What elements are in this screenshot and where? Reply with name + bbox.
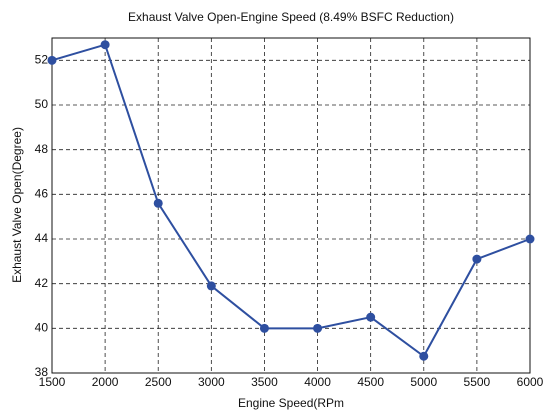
y-tick-label: 42 bbox=[35, 276, 49, 290]
y-tick-label: 52 bbox=[35, 53, 49, 67]
x-axis-label: Engine Speed(RPm bbox=[238, 396, 344, 410]
y-tick-label: 38 bbox=[35, 365, 49, 379]
data-point bbox=[366, 312, 376, 322]
x-tick-label: 2500 bbox=[145, 375, 172, 389]
y-tick-label: 48 bbox=[35, 142, 49, 156]
x-tick-label: 4500 bbox=[357, 375, 384, 389]
y-tick-label: 46 bbox=[35, 187, 49, 201]
x-tick-label: 5000 bbox=[410, 375, 437, 389]
x-tick-label: 2000 bbox=[92, 375, 119, 389]
x-tick-label: 6000 bbox=[517, 375, 544, 389]
data-point bbox=[100, 40, 110, 50]
data-point bbox=[206, 281, 216, 291]
x-tick-label: 3000 bbox=[198, 375, 225, 389]
y-tick-label: 50 bbox=[35, 97, 49, 111]
x-tick-label: 3500 bbox=[251, 375, 278, 389]
data-point bbox=[47, 55, 57, 65]
plot-frame bbox=[51, 37, 531, 374]
data-point bbox=[153, 198, 163, 208]
x-tick-label: 1500 bbox=[39, 375, 66, 389]
x-tick-label: 4000 bbox=[304, 375, 331, 389]
data-point bbox=[472, 254, 482, 264]
y-axis-label: Exhaust Valve Open(Degree) bbox=[10, 127, 24, 283]
y-tick-label: 40 bbox=[35, 321, 49, 335]
data-point bbox=[419, 351, 429, 361]
data-point bbox=[313, 323, 323, 333]
x-tick-label: 5500 bbox=[464, 375, 491, 389]
y-tick-label: 44 bbox=[35, 231, 49, 245]
data-point bbox=[259, 323, 269, 333]
data-point bbox=[525, 234, 535, 244]
chart-title: Exhaust Valve Open-Engine Speed (8.49% B… bbox=[128, 10, 454, 24]
data-line bbox=[51, 43, 531, 358]
